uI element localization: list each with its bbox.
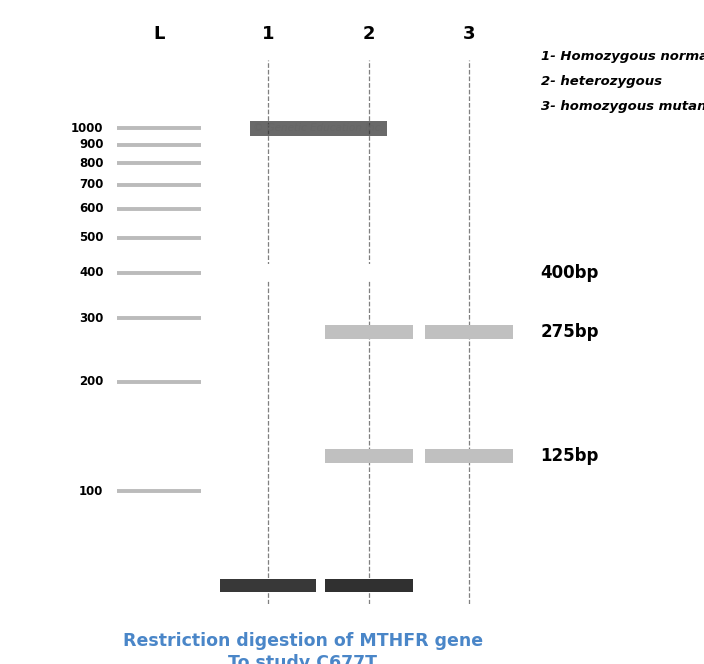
Text: 600: 600 (79, 203, 103, 215)
Text: 1: 1 (262, 25, 275, 43)
Text: 275bp: 275bp (541, 323, 599, 341)
Bar (325, 578, 413, 592)
Text: 3: 3 (463, 25, 476, 43)
Text: 500: 500 (79, 231, 103, 244)
Bar (220, 264, 317, 282)
Text: 400: 400 (79, 266, 103, 279)
Bar (425, 449, 513, 463)
Text: 200: 200 (79, 375, 103, 388)
Text: 100: 100 (79, 485, 103, 497)
Bar (320, 264, 417, 282)
Text: © Genetic Education Inc.: © Genetic Education Inc. (253, 124, 384, 133)
Bar (325, 449, 413, 463)
Text: 400bp: 400bp (541, 264, 599, 282)
Text: 800: 800 (79, 157, 103, 170)
Text: 1000: 1000 (71, 122, 103, 135)
Text: 2- heterozygous: 2- heterozygous (541, 75, 662, 88)
Text: 900: 900 (79, 138, 103, 151)
Text: 300: 300 (79, 311, 103, 325)
Bar (425, 325, 513, 339)
Text: 2: 2 (363, 25, 375, 43)
Bar (220, 578, 317, 592)
Text: L: L (153, 25, 165, 43)
Bar (325, 325, 413, 339)
Text: Restriction digestion of MTHFR gene: Restriction digestion of MTHFR gene (122, 632, 483, 650)
Text: 700: 700 (79, 178, 103, 191)
Text: To study C677T: To study C677T (228, 654, 377, 664)
Text: 3- homozygous mutant: 3- homozygous mutant (541, 100, 704, 114)
Text: 125bp: 125bp (541, 447, 599, 465)
Text: 1- Homozygous normal: 1- Homozygous normal (541, 50, 704, 63)
